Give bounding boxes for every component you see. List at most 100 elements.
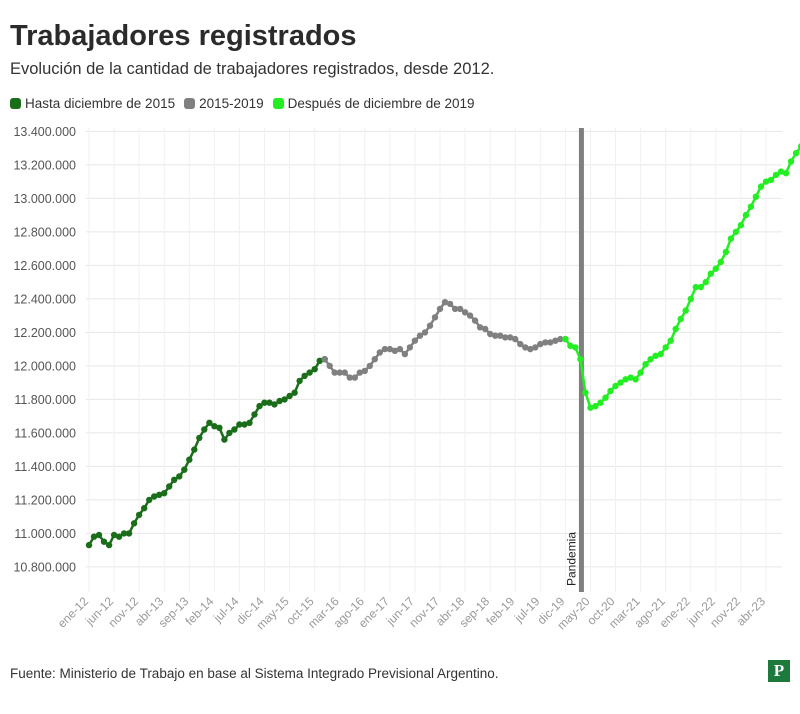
data-point [742, 211, 750, 219]
data-point [115, 533, 123, 540]
data-point [792, 149, 800, 157]
data-point [717, 258, 724, 266]
data-point [291, 389, 298, 396]
data-point [146, 496, 153, 504]
data-point [567, 342, 574, 349]
data-point [226, 429, 233, 437]
data-point [95, 531, 103, 539]
x-tick-label: feb-14 [183, 594, 217, 628]
data-point [732, 228, 740, 236]
y-tick-label: 12.600.000 [13, 259, 76, 273]
data-point [617, 379, 624, 386]
data-point [512, 335, 519, 343]
data-point [341, 369, 348, 376]
data-point [266, 399, 273, 406]
data-point [206, 419, 213, 426]
data-point [662, 344, 669, 351]
data-point [562, 335, 569, 343]
data-point [522, 344, 529, 351]
data-point [166, 483, 173, 490]
data-point [497, 332, 504, 339]
data-point [607, 387, 614, 395]
data-point [527, 345, 534, 353]
data-point [697, 283, 704, 291]
data-point [692, 283, 699, 291]
data-point [707, 270, 714, 277]
y-tick-label: 12.400.000 [13, 292, 76, 306]
legend-label: Después de diciembre de 2019 [287, 96, 475, 111]
data-point [371, 356, 378, 363]
data-point [221, 436, 228, 443]
data-point [241, 421, 248, 428]
data-point [727, 235, 735, 242]
data-point [211, 423, 218, 430]
data-point [582, 389, 589, 396]
data-point [652, 352, 659, 359]
data-point [281, 396, 288, 403]
x-tick-label: ene-12 [55, 594, 92, 631]
data-point [110, 531, 118, 539]
data-point [431, 314, 439, 321]
data-point [772, 171, 780, 179]
series-line-2 [564, 145, 800, 409]
data-point [356, 369, 363, 376]
y-tick-label: 11.600.000 [14, 426, 76, 440]
y-tick-label: 12.800.000 [13, 225, 76, 239]
data-point [256, 402, 263, 410]
data-point [577, 356, 584, 363]
data-point [682, 307, 689, 314]
data-point [301, 372, 308, 380]
legend-label: 2015-2019 [199, 96, 264, 111]
y-tick-label: 13.000.000 [13, 192, 76, 206]
data-point [386, 345, 394, 353]
data-point [532, 344, 539, 351]
data-point [787, 158, 795, 165]
data-point [135, 511, 143, 519]
legend: Hasta diciembre de 2015 2015-2019 Despué… [10, 96, 484, 111]
data-point [296, 377, 303, 385]
data-point [120, 530, 128, 537]
data-point [482, 325, 489, 333]
data-point [361, 367, 368, 375]
y-tick-label: 12.000.000 [13, 359, 76, 373]
data-point [507, 334, 514, 341]
chart-title: Trabajadores registrados [10, 20, 357, 52]
data-point [637, 369, 644, 376]
data-point [316, 357, 323, 364]
data-point [321, 356, 328, 363]
legend-item-hasta-2015[interactable]: Hasta diciembre de 2015 [10, 96, 175, 111]
data-point [657, 350, 664, 358]
legend-item-2015-2019[interactable]: 2015-2019 [184, 96, 264, 111]
data-point [90, 533, 98, 540]
data-point [231, 426, 238, 433]
legend-item-despues-2019[interactable]: Después de diciembre de 2019 [272, 96, 475, 111]
data-point [767, 176, 775, 184]
data-point [286, 392, 293, 400]
data-point [326, 362, 333, 370]
data-point [161, 490, 168, 497]
data-point [572, 344, 579, 351]
data-point [492, 332, 499, 339]
y-tick-label: 11.800.000 [14, 393, 76, 407]
data-point [441, 299, 449, 306]
data-point [391, 347, 399, 354]
data-point [502, 334, 509, 341]
data-point [130, 520, 138, 527]
data-point [125, 530, 133, 537]
data-point [396, 345, 404, 353]
data-point [737, 222, 745, 229]
data-point [461, 309, 469, 316]
data-point [100, 538, 108, 545]
data-point [456, 305, 464, 313]
data-point [201, 426, 208, 433]
x-tick-label: feb-19 [483, 594, 517, 628]
data-point [376, 349, 383, 356]
data-point [747, 203, 755, 210]
data-point [797, 143, 800, 150]
data-point [687, 295, 694, 303]
data-point [416, 332, 424, 339]
data-point [622, 376, 629, 383]
x-tick-label: abr-23 [734, 594, 769, 629]
data-point [426, 322, 434, 329]
publisher-logo: P [768, 660, 790, 682]
